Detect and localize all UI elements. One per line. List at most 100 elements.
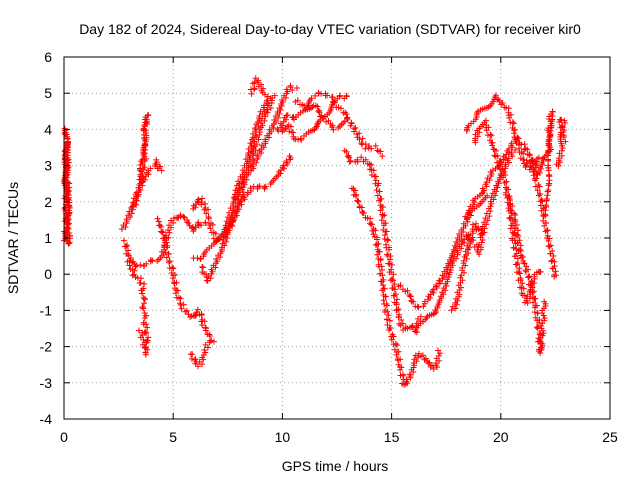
data-point <box>351 128 357 135</box>
data-point <box>344 153 351 160</box>
data-point <box>202 341 209 348</box>
series-s11 <box>279 92 350 143</box>
data-point <box>356 130 363 137</box>
data-point <box>508 222 515 229</box>
series-s9 <box>190 92 278 262</box>
data-point <box>488 132 495 139</box>
data-point <box>356 136 363 143</box>
data-point <box>488 194 495 201</box>
data-point <box>519 280 526 287</box>
data-point <box>535 154 542 161</box>
data-point <box>417 313 424 320</box>
data-point <box>454 247 461 254</box>
data-point <box>144 324 151 331</box>
data-point <box>384 308 391 315</box>
data-point <box>138 287 145 294</box>
data-point <box>483 210 490 217</box>
data-point <box>343 148 350 155</box>
data-point <box>372 242 379 249</box>
x-tick-label: 15 <box>384 429 400 445</box>
data-point <box>199 322 206 329</box>
y-tick-label: 2 <box>44 194 52 210</box>
data-point <box>517 242 524 249</box>
data-point <box>376 197 383 204</box>
series-s12 <box>292 89 386 160</box>
data-point <box>240 184 247 191</box>
data-point <box>284 112 291 119</box>
data-point <box>470 221 477 228</box>
axes: 0 5 10 15 20 25 -4 -3 -2 -1 0 1 2 3 4 5 6 <box>40 49 618 445</box>
data-point <box>509 203 516 210</box>
data-point <box>153 156 160 163</box>
data-point <box>379 287 386 294</box>
data-point <box>557 124 564 131</box>
data-point <box>384 322 391 329</box>
data-point <box>126 262 133 269</box>
y-tick-label: -1 <box>40 302 53 318</box>
data-point <box>317 113 324 120</box>
data-point <box>377 257 384 264</box>
y-axis-label: SDTVAR / TECUs <box>5 182 21 294</box>
data-point <box>391 292 398 299</box>
data-point <box>123 216 130 223</box>
data-point <box>198 312 205 319</box>
data-point <box>290 135 297 142</box>
data-point <box>249 80 256 87</box>
series-s18 <box>448 147 519 314</box>
data-point <box>284 161 291 168</box>
data-point <box>63 142 70 149</box>
data-point <box>460 220 467 227</box>
data-point <box>377 207 384 214</box>
data-point <box>378 278 385 285</box>
data-point <box>419 352 426 359</box>
data-point <box>159 229 166 236</box>
data-point <box>227 216 234 223</box>
data-point <box>478 227 485 234</box>
data-point <box>411 356 418 363</box>
data-point <box>230 195 237 202</box>
data-point <box>539 155 546 162</box>
data-point <box>430 286 437 293</box>
data-point <box>360 209 367 216</box>
data-point <box>400 372 407 379</box>
data-point <box>208 266 215 273</box>
series-s21 <box>502 191 549 356</box>
data-point <box>64 167 71 174</box>
data-point <box>142 296 149 303</box>
data-point <box>412 352 419 359</box>
data-point <box>219 231 226 238</box>
data-point <box>507 119 514 126</box>
data-point <box>183 218 190 225</box>
data-point <box>362 156 369 163</box>
data-point <box>503 186 510 193</box>
data-point <box>391 286 398 293</box>
series-s25 <box>463 92 546 171</box>
data-point <box>368 172 375 179</box>
data-point <box>283 158 290 165</box>
data-point <box>503 104 510 111</box>
data-point <box>527 158 534 165</box>
y-tick-label: 4 <box>44 121 52 137</box>
data-point <box>199 195 206 202</box>
data-point <box>168 217 175 224</box>
data-point <box>287 82 294 89</box>
data-point <box>216 235 223 242</box>
data-point <box>470 237 477 244</box>
data-point <box>459 264 466 271</box>
data-point <box>120 237 127 244</box>
data-point <box>294 85 301 92</box>
data-point <box>506 114 513 121</box>
data-point <box>377 148 384 155</box>
data-point <box>378 217 385 224</box>
data-point <box>384 251 391 258</box>
data-point <box>538 197 545 204</box>
data-point <box>140 294 147 301</box>
data-point <box>496 165 503 172</box>
series-s8 <box>199 153 294 284</box>
data-point <box>198 201 205 208</box>
data-point <box>252 75 259 82</box>
data-point <box>232 187 239 194</box>
data-point <box>279 96 286 103</box>
data-point <box>448 307 455 314</box>
data-point <box>489 142 496 149</box>
